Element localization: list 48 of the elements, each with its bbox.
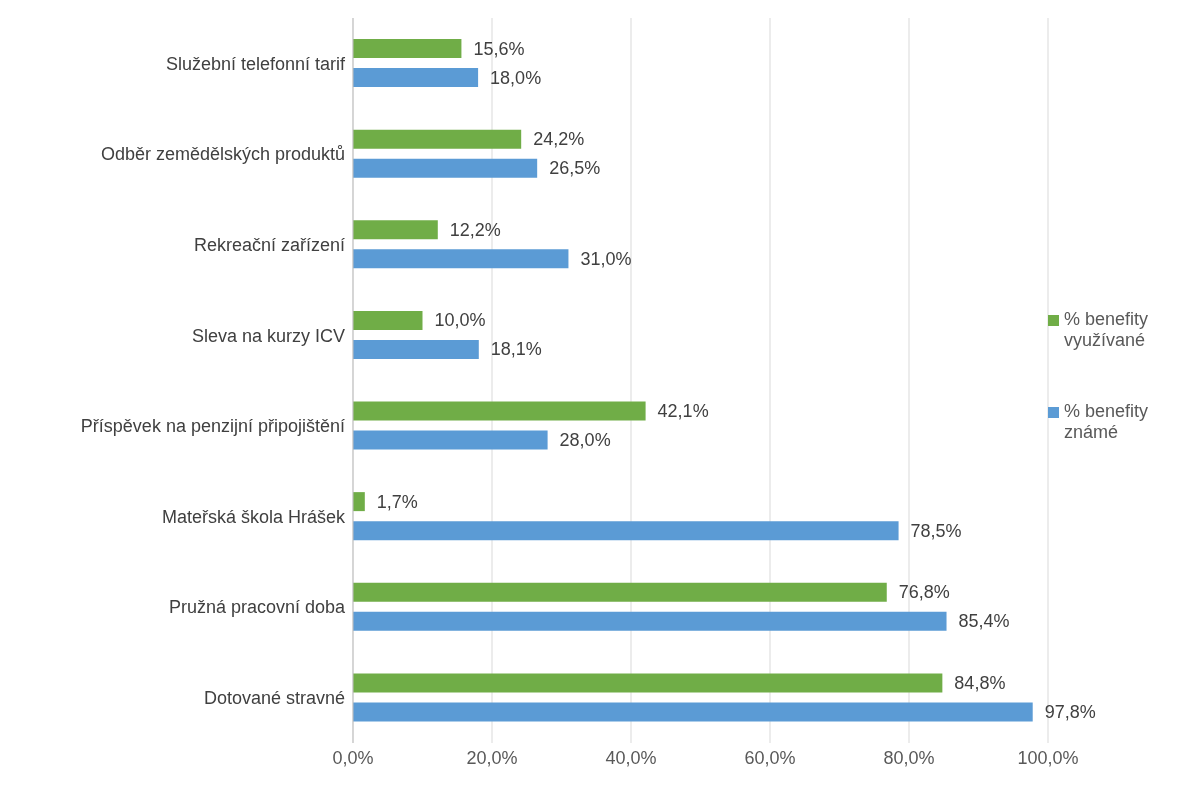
y-tick-label: Odběr zemědělských produktů [100, 144, 345, 165]
bar [353, 521, 899, 541]
data-label: 12,2% [449, 219, 501, 240]
x-tick-label: 0,0% [332, 747, 374, 768]
data-label: 97,8% [1044, 701, 1096, 722]
data-label: 1,7% [376, 491, 418, 512]
data-label: 15,6% [473, 38, 525, 59]
bar [353, 430, 548, 450]
bar [353, 673, 943, 693]
bar [353, 158, 538, 178]
x-tick-label: 100,0% [1017, 747, 1079, 768]
bar [353, 492, 365, 512]
bar [353, 611, 947, 631]
bar [353, 68, 479, 87]
x-tick-label: 60,0% [744, 747, 796, 768]
bar [353, 39, 462, 58]
data-label: 24,2% [533, 129, 585, 150]
data-label: 85,4% [958, 611, 1010, 632]
x-tick-label: 80,0% [883, 747, 935, 768]
y-tick-label: Příspěvek na penzijní připojištění [80, 416, 345, 437]
bar [353, 249, 569, 269]
data-label: 84,8% [954, 672, 1006, 693]
data-label: 26,5% [549, 158, 601, 179]
data-label: 10,0% [434, 310, 486, 331]
y-tick-label: Dotované stravné [203, 688, 345, 709]
bar [353, 702, 1033, 722]
y-tick-label: Mateřská škola Hrášek [161, 506, 346, 527]
legend-label: % benefity známé [1064, 400, 1150, 443]
bar [353, 339, 479, 359]
data-label: 18,0% [490, 67, 542, 88]
y-tick-label: Služební telefonní tarif [165, 53, 346, 74]
data-label: 28,0% [559, 430, 611, 450]
data-label: 78,5% [910, 520, 962, 541]
bar [353, 582, 887, 602]
bar [353, 220, 438, 240]
bar [353, 310, 423, 330]
data-label: 18,1% [490, 339, 542, 360]
bar [353, 401, 646, 421]
x-tick-label: 40,0% [605, 747, 657, 768]
data-label: 42,1% [657, 401, 709, 421]
bar [353, 129, 522, 149]
data-label: 76,8% [898, 582, 950, 603]
data-label: 31,0% [580, 248, 632, 269]
x-tick-label: 20,0% [466, 747, 518, 768]
y-tick-label: Sleva na kurzy ICV [191, 325, 345, 346]
y-tick-label: Rekreační zařízení [193, 234, 345, 255]
y-tick-label: Pružná pracovní doba [168, 597, 346, 618]
legend-label: % benefity využívané [1064, 308, 1150, 351]
